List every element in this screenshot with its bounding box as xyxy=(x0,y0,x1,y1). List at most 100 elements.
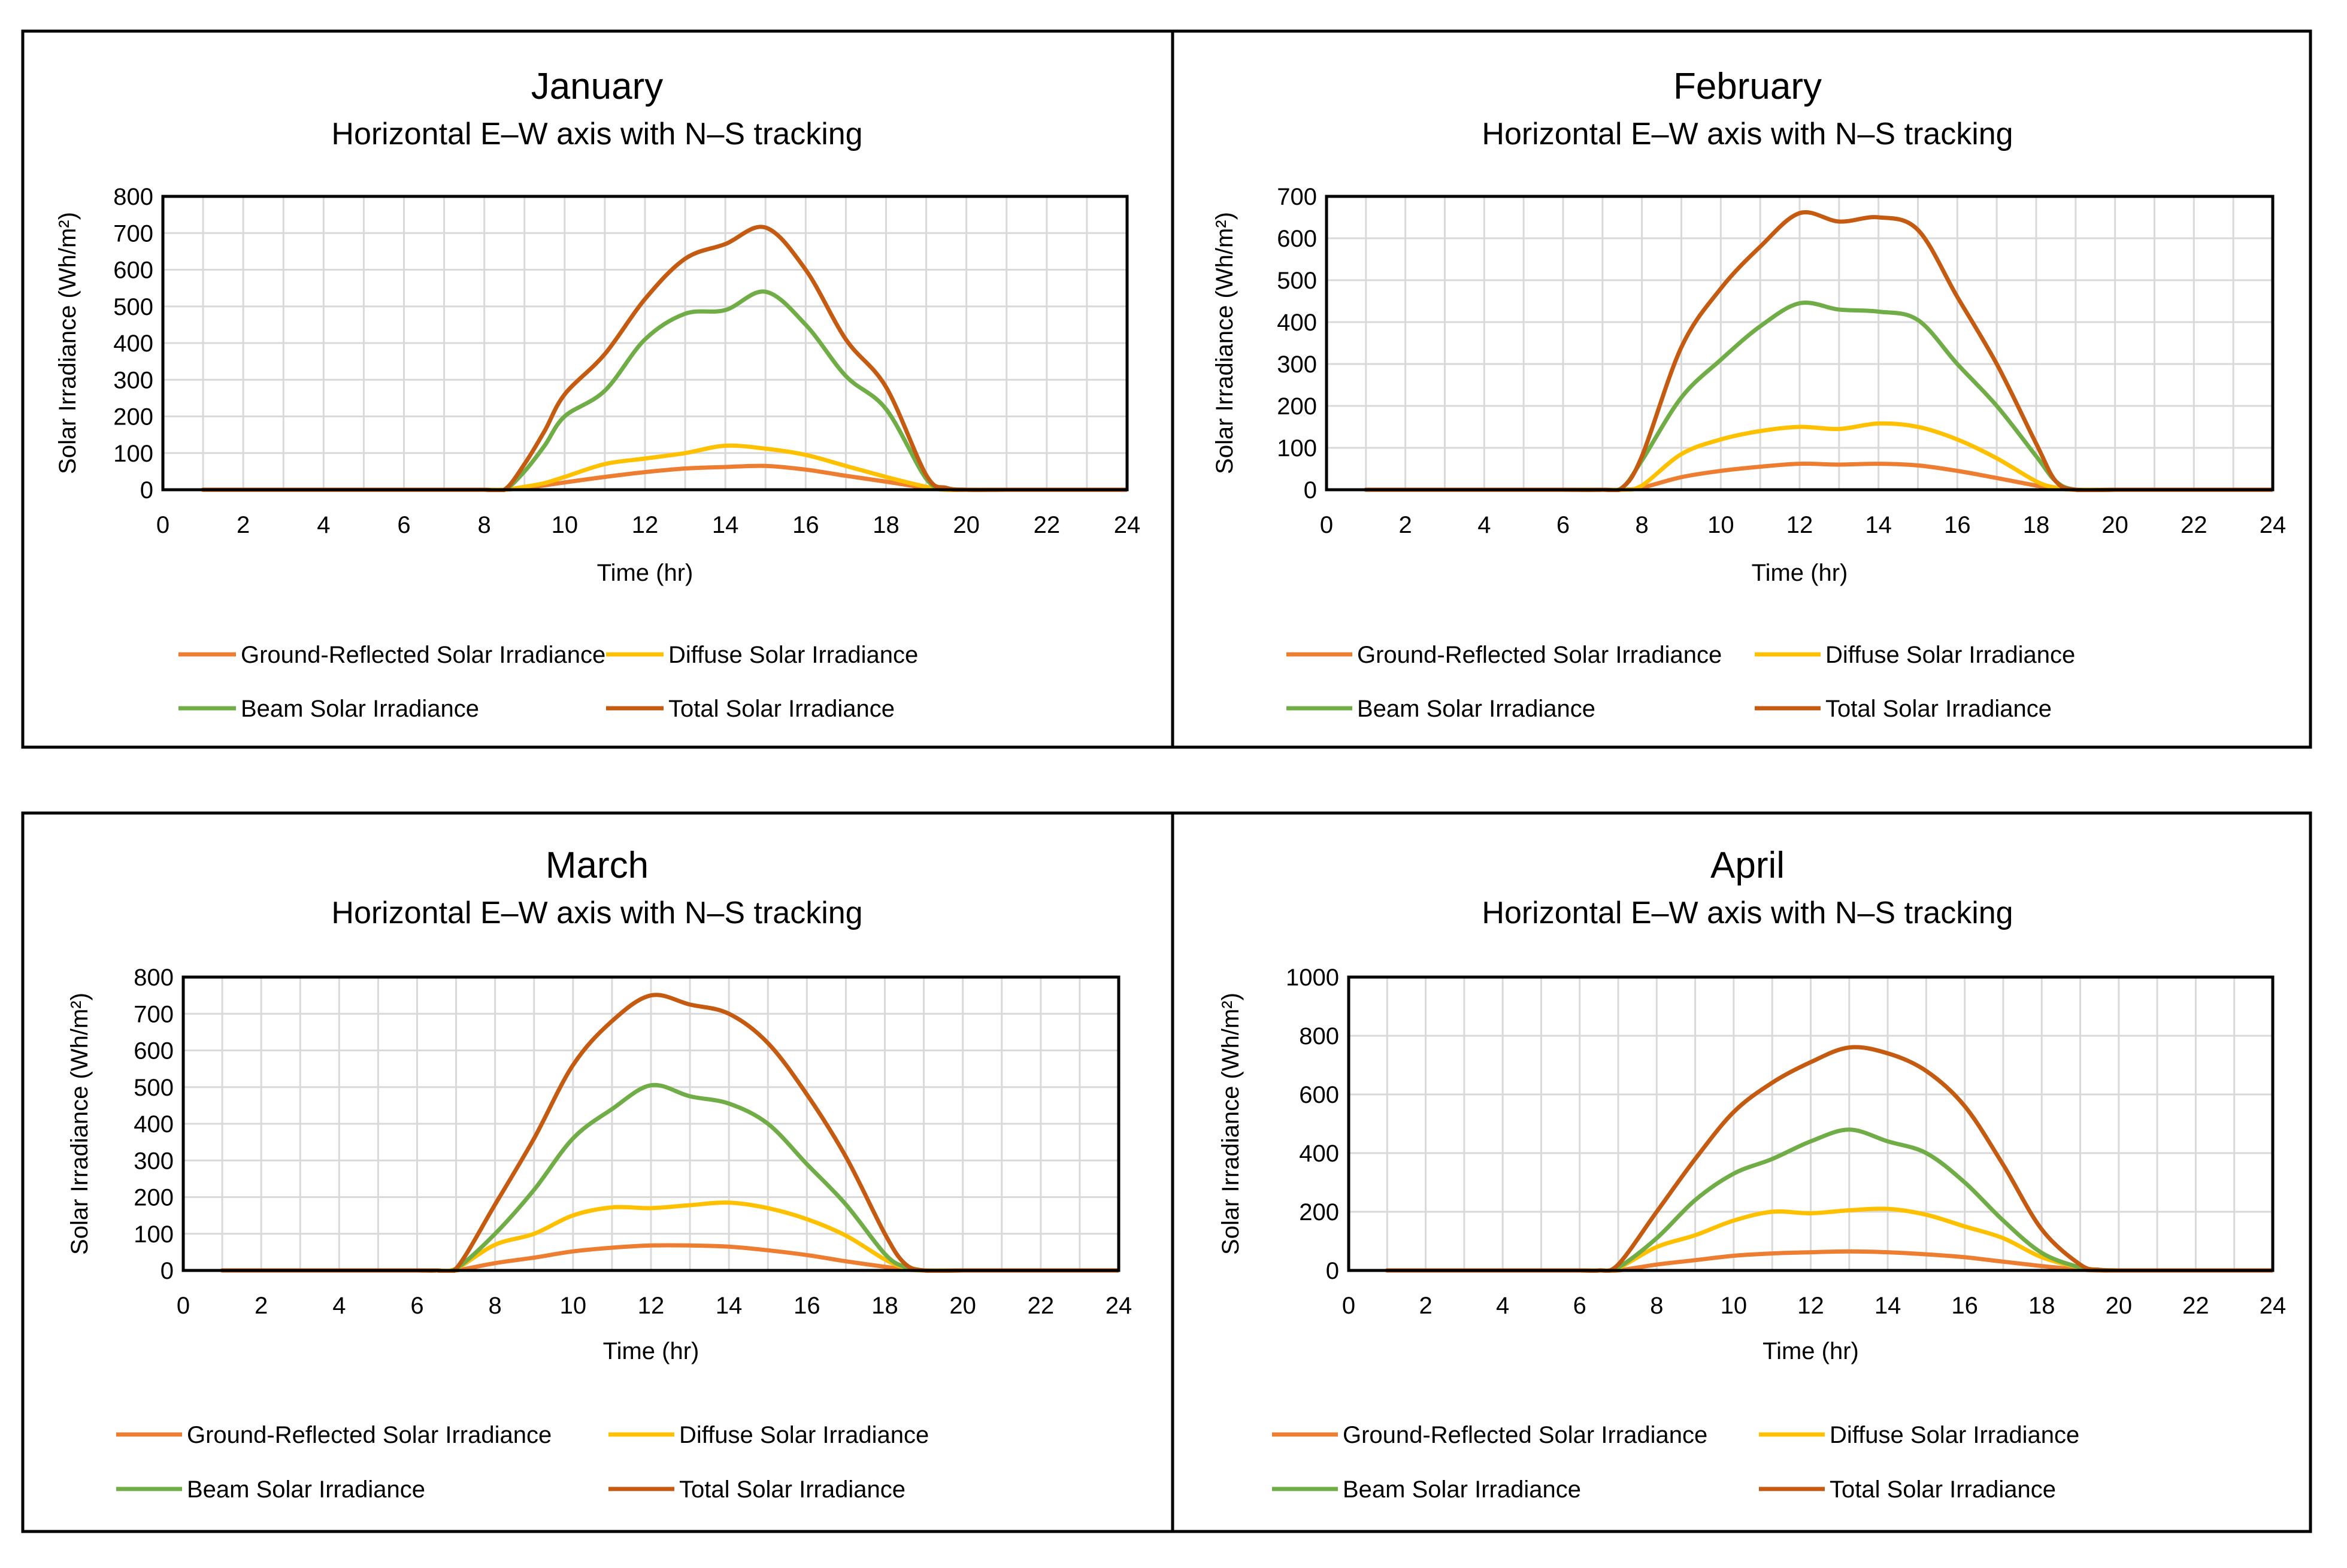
legend-label: Diffuse Solar Irradiance xyxy=(1830,1422,2079,1448)
panel-border xyxy=(1171,29,2312,749)
x-tick-label: 2 xyxy=(1399,512,1412,538)
plot-area xyxy=(1325,195,2275,492)
x-tick-label: 16 xyxy=(792,512,819,538)
y-tick-label: 0 xyxy=(140,477,153,504)
legend-label: Diffuse Solar Irradiance xyxy=(1825,642,2075,668)
y-tick-label: 600 xyxy=(1299,1082,1339,1108)
y-axis-label: Solar Irradiance (Wh/m²) xyxy=(54,212,81,474)
legend: Ground-Reflected Solar Irradiance Diffuse… xyxy=(178,642,918,722)
x-tick-label: 12 xyxy=(632,512,659,538)
y-tick-label: 200 xyxy=(1277,393,1317,420)
x-tick-label: 4 xyxy=(317,512,330,538)
y-tick-label: 400 xyxy=(113,330,153,357)
y-axis-label: Solar Irradiance (Wh/m²) xyxy=(1218,993,1244,1255)
y-tick-label: 700 xyxy=(134,1001,174,1027)
x-tick-label: 24 xyxy=(2260,1293,2287,1319)
legend-label: Diffuse Solar Irradiance xyxy=(668,642,918,668)
legend-item: Ground-Reflected Solar Irradiance xyxy=(116,1422,552,1448)
y-tick-label: 100 xyxy=(1277,435,1317,462)
x-tick-label: 6 xyxy=(1573,1293,1586,1319)
x-tick-label: 8 xyxy=(478,512,491,538)
x-tick-label: 10 xyxy=(552,512,579,538)
chart-panel-1: January Horizontal E–W axis with N–S trac… xyxy=(21,29,1174,749)
plot-area xyxy=(161,195,1129,492)
y-tick-label: 200 xyxy=(134,1185,174,1211)
x-tick-label: 18 xyxy=(873,512,900,538)
legend-item: Beam Solar Irradiance xyxy=(1286,696,1595,722)
chart-title: April xyxy=(1710,845,1785,886)
x-tick-label: 10 xyxy=(1721,1293,1748,1319)
x-tick-label: 0 xyxy=(1342,1293,1355,1319)
x-tick-label: 4 xyxy=(1477,512,1491,538)
x-tick-label: 18 xyxy=(871,1293,898,1319)
x-tick-label: 6 xyxy=(410,1293,423,1319)
y-axis-label: Solar Irradiance (Wh/m²) xyxy=(66,993,93,1255)
x-tick-label: 18 xyxy=(2028,1293,2055,1319)
y-tick-label: 100 xyxy=(113,441,153,467)
legend-label: Total Solar Irradiance xyxy=(1825,696,2052,722)
legend-item: Total Solar Irradiance xyxy=(1759,1476,2056,1503)
y-tick-label: 0 xyxy=(1326,1258,1339,1284)
x-tick-label: 2 xyxy=(237,512,250,538)
legend-item: Diffuse Solar Irradiance xyxy=(606,642,918,668)
y-tick-label: 800 xyxy=(113,184,153,210)
y-tick-label: 200 xyxy=(1299,1199,1339,1226)
x-tick-label: 20 xyxy=(2106,1293,2133,1319)
chart-title: March xyxy=(546,845,649,886)
x-tick-label: 20 xyxy=(949,1293,976,1319)
legend-item: Diffuse Solar Irradiance xyxy=(1755,642,2075,668)
x-tick-label: 20 xyxy=(953,512,980,538)
y-tick-label: 300 xyxy=(134,1148,174,1174)
x-tick-label: 14 xyxy=(716,1293,743,1319)
y-tick-label: 400 xyxy=(134,1111,174,1138)
y-tick-label: 1000 xyxy=(1286,965,1339,991)
x-tick-label: 16 xyxy=(794,1293,820,1319)
y-tick-label: 100 xyxy=(134,1221,174,1248)
x-tick-label: 2 xyxy=(1419,1293,1432,1319)
chart-title: February xyxy=(1673,66,1822,107)
legend-label: Beam Solar Irradiance xyxy=(187,1476,425,1503)
x-tick-label: 12 xyxy=(1786,512,1813,538)
y-tick-label: 400 xyxy=(1277,310,1317,336)
x-tick-label: 12 xyxy=(638,1293,665,1319)
legend-item: Ground-Reflected Solar Irradiance xyxy=(1272,1422,1707,1448)
legend-item: Total Solar Irradiance xyxy=(1755,696,2052,722)
legend-label: Ground-Reflected Solar Irradiance xyxy=(1357,642,1722,668)
legend-item: Beam Solar Irradiance xyxy=(116,1476,425,1503)
legend: Ground-Reflected Solar Irradiance Diffuse… xyxy=(116,1422,929,1503)
x-tick-label: 4 xyxy=(1496,1293,1509,1319)
plot-area xyxy=(181,975,1120,1272)
y-tick-label: 600 xyxy=(1277,226,1317,252)
x-tick-label: 22 xyxy=(2181,512,2207,538)
chart-subtitle: Horizontal E–W axis with N–S tracking xyxy=(331,896,862,930)
y-tick-label: 500 xyxy=(113,294,153,320)
y-tick-label: 200 xyxy=(113,404,153,430)
x-tick-label: 16 xyxy=(1951,1293,1978,1319)
chart-subtitle: Horizontal E–W axis with N–S tracking xyxy=(1482,117,2013,151)
chart-title: January xyxy=(531,66,664,107)
x-tick-label: 22 xyxy=(1034,512,1061,538)
legend-label: Beam Solar Irradiance xyxy=(1343,1476,1581,1503)
y-tick-label: 300 xyxy=(1277,351,1317,378)
x-tick-label: 22 xyxy=(2182,1293,2209,1319)
y-tick-label: 0 xyxy=(160,1258,174,1284)
y-tick-label: 800 xyxy=(134,965,174,991)
y-tick-label: 700 xyxy=(113,220,153,247)
legend-label: Beam Solar Irradiance xyxy=(1357,696,1595,722)
x-tick-label: 14 xyxy=(1865,512,1892,538)
legend-label: Ground-Reflected Solar Irradiance xyxy=(1343,1422,1707,1448)
legend: Ground-Reflected Solar Irradiance Diffuse… xyxy=(1272,1422,2079,1503)
x-axis-label: Time (hr) xyxy=(1762,1338,1859,1364)
legend-label: Total Solar Irradiance xyxy=(1830,1476,2056,1503)
x-axis-label: Time (hr) xyxy=(597,560,693,586)
panel-border xyxy=(21,29,1174,749)
chart-subtitle: Horizontal E–W axis with N–S tracking xyxy=(331,117,862,151)
chart-panel-4: April Horizontal E–W axis with N–S tracki… xyxy=(1171,811,2312,1533)
legend-item: Ground-Reflected Solar Irradiance xyxy=(1286,642,1722,668)
x-tick-label: 0 xyxy=(1320,512,1333,538)
x-tick-label: 10 xyxy=(560,1293,587,1319)
legend-label: Total Solar Irradiance xyxy=(668,696,895,722)
x-tick-label: 0 xyxy=(177,1293,190,1319)
x-tick-label: 10 xyxy=(1707,512,1734,538)
